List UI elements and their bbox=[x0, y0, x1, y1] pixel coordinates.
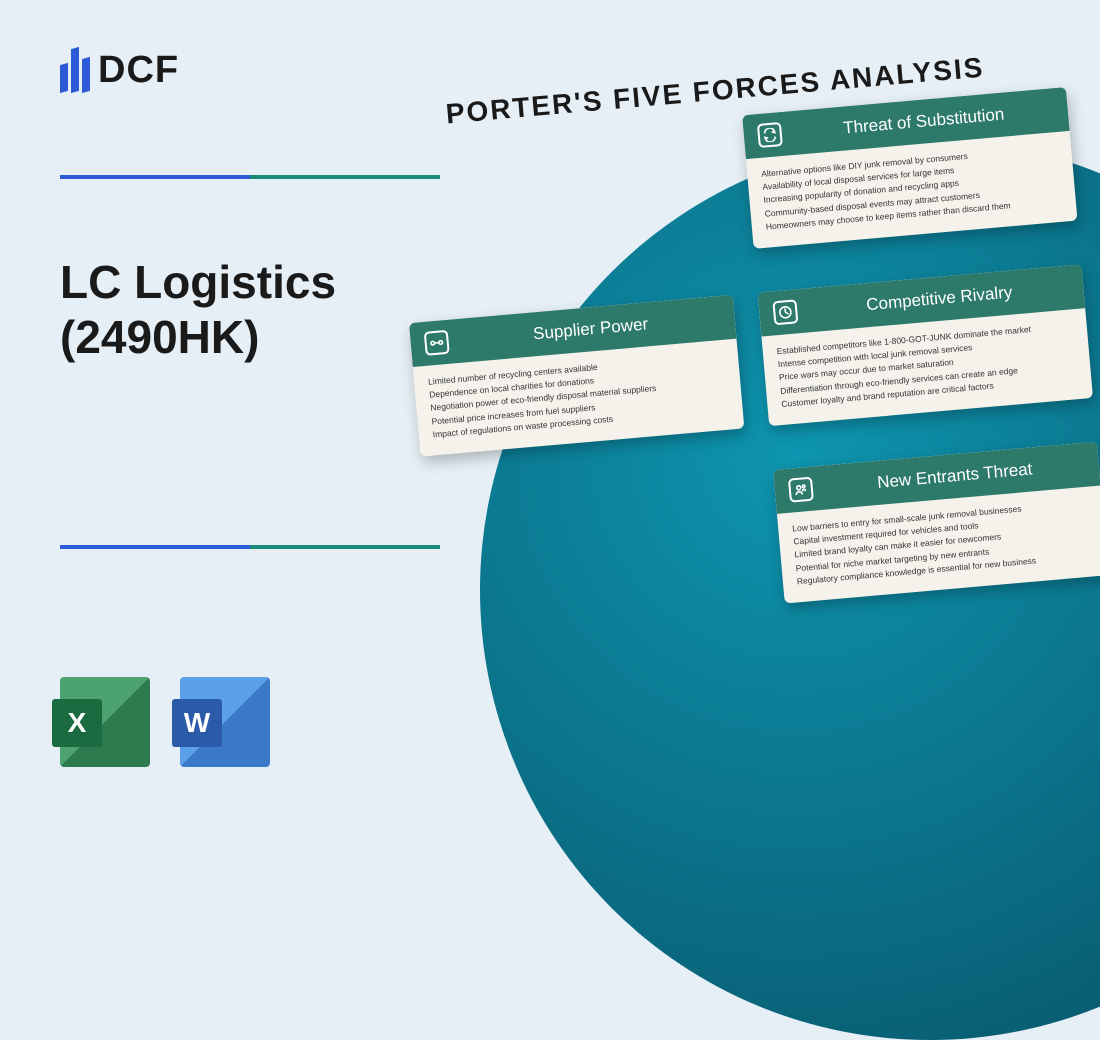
word-letter: W bbox=[172, 699, 222, 747]
company-ticker: (2490HK) bbox=[60, 311, 259, 363]
entrants-icon bbox=[788, 477, 814, 503]
divider-bottom bbox=[60, 545, 440, 549]
card-entrants: New Entrants Threat Low barriers to entr… bbox=[773, 442, 1100, 604]
brand-logo: DCF bbox=[60, 48, 179, 92]
company-name: LC Logistics bbox=[60, 256, 336, 308]
logo-bars-icon bbox=[60, 48, 90, 92]
substitution-icon bbox=[757, 122, 783, 148]
file-type-icons: X W bbox=[60, 677, 270, 767]
card-supplier: Supplier Power Limited number of recycli… bbox=[409, 295, 744, 457]
brand-name: DCF bbox=[98, 49, 179, 92]
word-icon: W bbox=[180, 677, 270, 767]
divider-top bbox=[60, 175, 440, 179]
card-substitution: Threat of Substitution Alternative optio… bbox=[742, 87, 1077, 249]
excel-icon: X bbox=[60, 677, 150, 767]
excel-letter: X bbox=[52, 699, 102, 747]
cards-container: Threat of Substitution Alternative optio… bbox=[383, 86, 1100, 785]
page-title: LC Logistics (2490HK) bbox=[60, 255, 336, 365]
supplier-icon bbox=[424, 330, 450, 356]
card-rivalry: Competitive Rivalry Established competit… bbox=[758, 264, 1093, 426]
rivalry-icon bbox=[772, 299, 798, 325]
